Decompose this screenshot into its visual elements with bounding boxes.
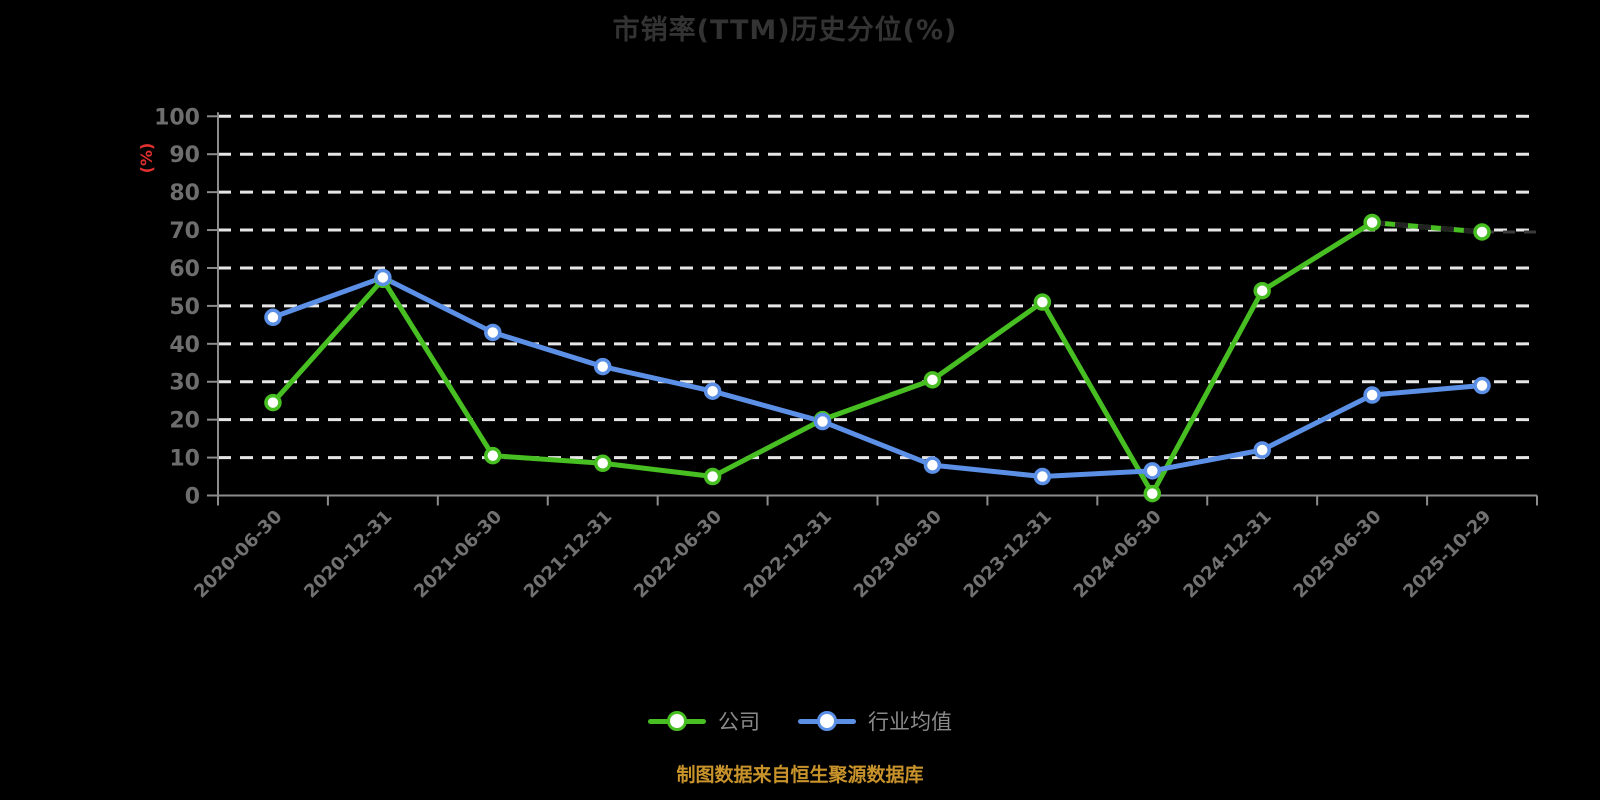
x-tick-label: 2022-12-31: [740, 506, 836, 602]
chart-title: 市销率(TTM)历史分位(%): [612, 15, 958, 46]
legend-label-industry-avg: 行业均值: [868, 710, 952, 734]
x-tick-label: 2020-06-30: [190, 506, 286, 602]
legend-label-company: 公司: [718, 710, 760, 734]
x-tick-label: 2023-06-30: [850, 506, 946, 602]
legend-dot-icon: [667, 711, 687, 731]
marker-company-2025-06-30: [1363, 213, 1381, 232]
legend-dot-icon: [817, 711, 837, 731]
marker-industry-avg-2024-12-31: [1253, 441, 1271, 459]
marker-industry-avg-2023-06-30: [923, 456, 942, 474]
x-tick-label: 2023-12-31: [960, 506, 1056, 602]
chart-canvas: 0 10 20 30 40 50 60 70 80 90 100 (%) 2020-06-30 2020-…: [137, 105, 1538, 602]
data-source-note: 制图数据来自恒生聚源数据库: [676, 764, 924, 786]
series-line-industry-avg: [270, 274, 1485, 480]
marker-industry-avg-2022-12-31: [813, 412, 832, 431]
y-tick-label: 10: [169, 447, 200, 472]
y-tick-label: 80: [169, 181, 200, 206]
marker-company-2023-12-31: [1033, 293, 1052, 311]
x-tick-label: 2022-06-30: [630, 506, 726, 602]
y-tick-label: 20: [169, 409, 200, 434]
marker-company-2023-06-30: [923, 371, 942, 389]
marker-industry-avg-2024-06-30: [1143, 462, 1162, 480]
marker-industry-avg-2021-06-30: [484, 323, 502, 342]
x-tick-label: 2024-06-30: [1070, 506, 1166, 602]
marker-company-2021-12-31: [593, 454, 612, 473]
marker-industry-avg-2025-10-29: [1473, 376, 1491, 395]
series-overlay-dash-company: [1371, 219, 1483, 235]
marker-industry-avg-2021-12-31: [593, 357, 612, 376]
y-tick-label: 30: [169, 371, 200, 396]
marker-company-2024-12-31: [1253, 281, 1271, 300]
marker-company-2020-06-30: [264, 393, 282, 412]
y-tick-label: 60: [169, 257, 200, 282]
legend-item-company[interactable]: 公司: [648, 706, 760, 736]
x-tick-label: 2021-12-31: [520, 506, 616, 602]
y-tick-label: 100: [154, 105, 200, 130]
marker-industry-avg-2025-06-30: [1363, 386, 1381, 404]
chart-legend: 公司 行业均值: [0, 699, 1600, 743]
marker-industry-avg-2020-06-30: [264, 308, 282, 327]
x-tick-label: 2021-06-30: [410, 506, 506, 602]
y-axis-unit-label: (%): [137, 143, 156, 174]
marker-company-2021-06-30: [484, 446, 502, 465]
marker-industry-avg-2023-12-31: [1033, 467, 1052, 486]
legend-item-industry-avg[interactable]: 行业均值: [798, 706, 952, 736]
y-tick-label: 0: [185, 485, 200, 510]
y-tick-label: 40: [169, 333, 200, 358]
legend-line-icon: [798, 711, 856, 731]
marker-industry-avg-2020-12-31: [374, 268, 392, 287]
y-tick-label: 50: [169, 295, 200, 320]
marker-company-2025-10-29: [1473, 223, 1491, 241]
series-line-company: [270, 219, 1485, 497]
marker-company-2024-06-30: [1143, 484, 1162, 503]
x-tick-label: 2025-06-30: [1289, 506, 1385, 602]
y-tick-label: 90: [169, 143, 200, 168]
marker-company-2022-06-30: [703, 467, 722, 486]
y-tick-label: 70: [169, 219, 200, 244]
x-tick-label: 2025-10-29: [1399, 506, 1495, 602]
legend-line-icon: [648, 711, 706, 731]
marker-industry-avg-2022-06-30: [703, 382, 722, 400]
x-tick-label: 2020-12-31: [300, 506, 396, 602]
x-tick-label: 2024-12-31: [1179, 506, 1275, 602]
